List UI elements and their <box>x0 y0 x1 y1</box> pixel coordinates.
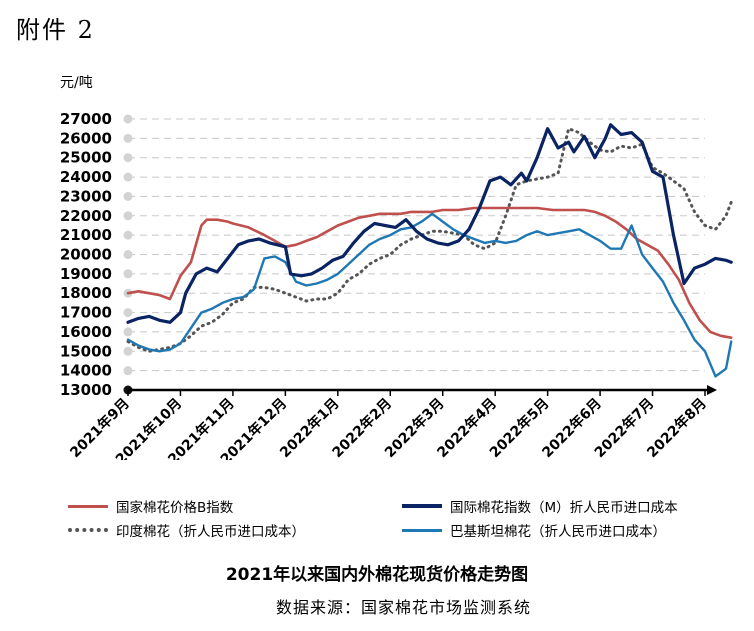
legend-label-india: 印度棉花（折人民币进口成本） <box>116 524 305 540</box>
y-tick-marker <box>123 230 133 240</box>
series-line-international <box>126 123 733 324</box>
legend-label-pakistan: 巴基斯坦棉花（折人民币进口成本） <box>450 524 666 540</box>
y-tick-label: 15000 <box>60 342 112 360</box>
legend-item-domestic: 国家棉花价格B指数 <box>68 496 233 516</box>
y-tick-label: 22000 <box>60 207 112 225</box>
y-tick-marker <box>123 327 133 337</box>
y-tick-label: 23000 <box>60 187 112 205</box>
y-tick-label: 25000 <box>60 149 112 167</box>
y-tick-marker <box>123 308 133 318</box>
series-lines <box>126 123 733 378</box>
y-tick-label: 14000 <box>60 362 112 380</box>
grid-lines <box>123 114 705 395</box>
y-tick-label: 24000 <box>60 168 112 186</box>
series-line-domestic <box>126 206 733 340</box>
y-tick-marker <box>123 366 133 376</box>
y-tick-label: 16000 <box>60 323 112 341</box>
y-tick-label: 13000 <box>60 381 112 399</box>
y-axis-unit: 元/吨 <box>60 75 93 91</box>
y-tick-marker <box>123 133 133 143</box>
y-tick-marker <box>123 172 133 182</box>
x-axis <box>127 385 717 396</box>
y-tick-label: 18000 <box>60 284 112 302</box>
y-tick-label: 27000 <box>60 110 112 128</box>
y-tick-label: 17000 <box>60 304 112 322</box>
legend-swatch-pakistan <box>402 528 442 532</box>
y-tick-marker <box>123 250 133 259</box>
legend-item-india: 印度棉花（折人民币进口成本） <box>68 520 305 540</box>
legend-label-international: 国际棉花指数（M）折人民币进口成本 <box>450 500 678 516</box>
chart-title: 2021年以来国内外棉花现货价格走势图 <box>225 565 529 585</box>
series-line-india <box>126 127 733 353</box>
x-tick-labels: 2021年9月2021年10月2021年11月2021年12月2022年1月20… <box>67 395 710 460</box>
y-tick-marker <box>123 153 133 163</box>
y-tick-label: 19000 <box>60 265 112 283</box>
legend-swatch-india <box>68 528 108 532</box>
legend-item-pakistan: 巴基斯坦棉花（折人民币进口成本） <box>402 520 666 540</box>
legend-swatch-international <box>402 504 442 508</box>
legend-label-domestic: 国家棉花价格B指数 <box>116 500 234 516</box>
y-tick-label: 26000 <box>60 129 112 147</box>
series-line-pakistan <box>126 212 733 378</box>
y-tick-label: 20000 <box>60 246 112 264</box>
attachment-label: 附件 2 <box>16 16 95 44</box>
y-tick-marker <box>123 114 133 124</box>
data-source: 数据来源：国家棉花市场监测系统 <box>276 598 532 617</box>
y-tick-marker <box>123 211 133 221</box>
y-tick-marker <box>123 191 133 201</box>
x-axis-arrow <box>707 385 717 395</box>
y-tick-marker <box>123 269 133 279</box>
y-tick-label: 21000 <box>60 226 112 244</box>
legend-swatch-domestic <box>68 504 108 508</box>
legend-item-international: 国际棉花指数（M）折人民币进口成本 <box>402 496 678 516</box>
y-tick-marker <box>123 346 133 356</box>
